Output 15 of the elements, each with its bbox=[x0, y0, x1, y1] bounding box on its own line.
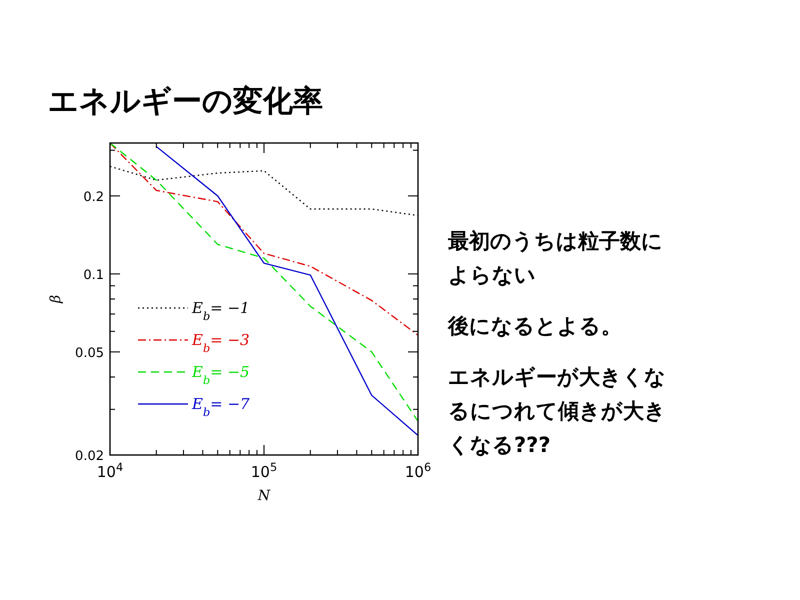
x-tick-label: 10$^{6}$ bbox=[404, 460, 432, 481]
y-tick-label: 0.2 bbox=[83, 190, 104, 205]
text: エネルギーが大きくなるにつれて傾きが大きくなる??? bbox=[448, 365, 666, 457]
y-tick-label: 0.05 bbox=[75, 346, 104, 361]
legend-label: E$_{b}$= −1 bbox=[191, 299, 250, 322]
legend-label: E$_{b}$= −3 bbox=[191, 331, 250, 354]
x-tick-label: 10$^{5}$ bbox=[250, 460, 278, 481]
text: 後になるとよる。 bbox=[447, 314, 622, 338]
legend-label: E$_{b}$= −7 bbox=[191, 395, 250, 418]
chart-title: エネルギーの変化率 bbox=[48, 84, 323, 119]
y-axis-title: β bbox=[48, 294, 64, 304]
x-axis-title: N bbox=[256, 488, 271, 504]
y-tick-label: 0.1 bbox=[83, 268, 104, 283]
legend-label: E$_{b}$= −5 bbox=[191, 363, 250, 386]
text: 最初のうちは粒子数によらない bbox=[447, 229, 663, 287]
